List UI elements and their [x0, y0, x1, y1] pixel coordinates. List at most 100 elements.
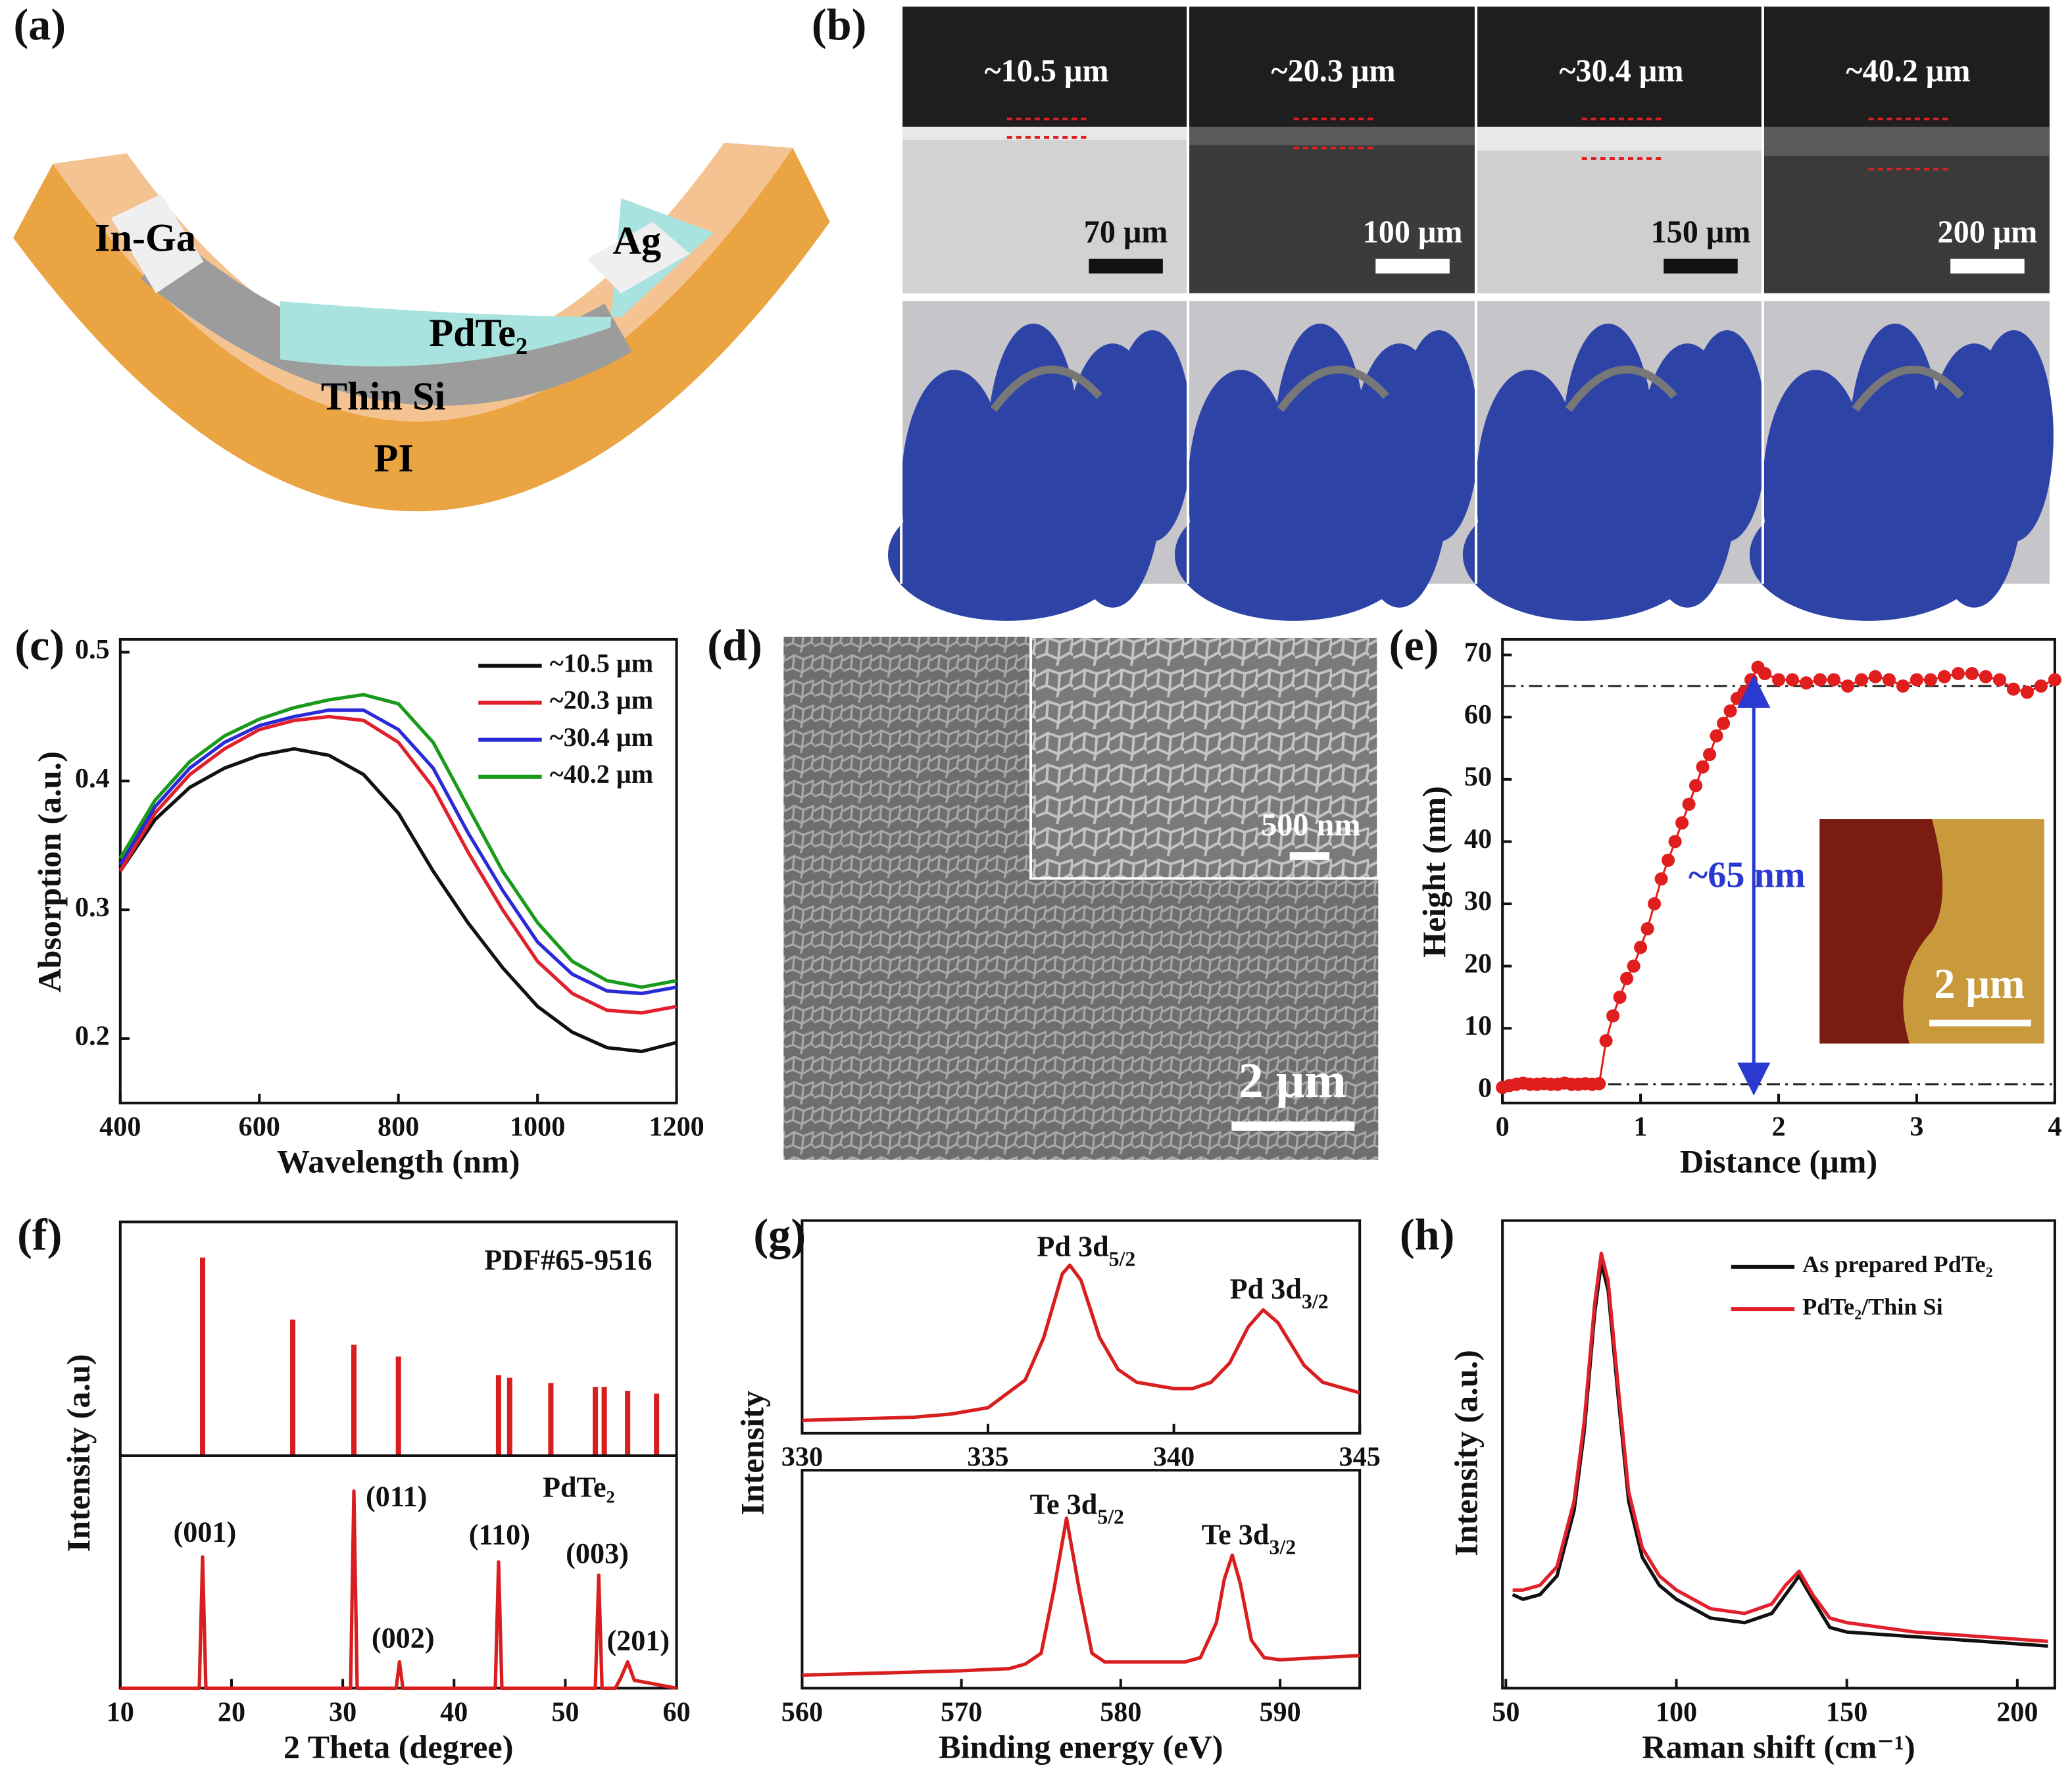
x-tick-label: 20: [218, 1696, 245, 1727]
y-tick-label: 0.2: [75, 1021, 110, 1052]
data-point: [1923, 673, 1937, 687]
y-axis-label: Intensity (a.u): [60, 1354, 97, 1552]
y-tick-label: 70: [1464, 637, 1492, 668]
data-point: [1592, 1077, 1606, 1091]
schematic: In-Ga Ag PdTe₂ Thin Si PI: [13, 142, 830, 512]
flexible-sample: [1852, 365, 1964, 412]
sem-film: [1762, 126, 2050, 156]
afm-scale-label: 2 μm: [1934, 960, 2025, 1007]
data-point: [1689, 779, 1703, 793]
x-axis-label: Distance (μm): [1680, 1143, 1877, 1180]
pdte2-layer: [280, 198, 714, 367]
panel-label: (f): [17, 1209, 62, 1259]
data-point: [1827, 673, 1841, 687]
sem-background: [901, 7, 1189, 132]
data-point: [2006, 682, 2020, 696]
annotation-base: Te 3d: [1030, 1488, 1098, 1520]
y-tick-label: 30: [1464, 886, 1492, 917]
data-point: [1951, 666, 1965, 681]
annotation-base: Pd 3d: [1230, 1273, 1302, 1305]
flexible-sample: [1565, 365, 1677, 412]
annotation: Pd 3d3/2: [1230, 1273, 1329, 1313]
data-point: [1634, 941, 1648, 954]
panel-label: (a): [13, 0, 66, 49]
annotation: Pd 3d5/2: [1037, 1231, 1135, 1271]
ag-contact: [586, 222, 690, 293]
y-tick-label: 60: [1464, 699, 1492, 730]
y-tick-label: 0.3: [75, 892, 110, 923]
legend-label: PdTe₂/Thin Si: [1802, 1293, 1942, 1320]
data-line: [118, 693, 678, 989]
sem-film: [1475, 126, 1763, 151]
x-tick-label: 1: [1634, 1112, 1648, 1143]
plot-frame: [801, 1469, 1362, 1690]
x-tick-label: 345: [1339, 1442, 1381, 1473]
data-point: [1813, 673, 1827, 687]
x-axis-label: Raman shift (cm⁻¹): [1642, 1728, 1915, 1765]
inset-scale-label: 500 nm: [1261, 808, 1360, 843]
label-pdte2: PdTe₂: [429, 311, 528, 355]
data-point: [1758, 666, 1772, 681]
y-axis-label: Absorption (a.u.): [31, 751, 68, 993]
y-tick-label: 0: [1478, 1073, 1492, 1104]
scale-bar-label: 200 μm: [1938, 215, 2038, 250]
scale-bar-label: 150 μm: [1651, 215, 1751, 250]
annotation: Te 3d3/2: [1202, 1519, 1296, 1559]
label-in-ga: In-Ga: [95, 216, 196, 260]
scale-bar-label: 100 μm: [1363, 215, 1463, 250]
data-point: [1627, 959, 1640, 973]
annotation: (110): [469, 1519, 530, 1551]
y-tick-label: 10: [1464, 1010, 1492, 1041]
data-point: [1662, 853, 1675, 867]
y-tick-label: 40: [1464, 824, 1492, 854]
legend-label: ~30.4 μm: [550, 722, 653, 752]
annotation-base: Pd 3d: [1037, 1231, 1109, 1263]
sem-surface: 500 nm 2 μm: [783, 635, 1380, 1160]
glove: [888, 489, 1126, 621]
x-tick-label: 590: [1259, 1696, 1300, 1727]
label-thin-si: Thin Si: [321, 374, 445, 418]
data-point: [1840, 679, 1855, 693]
annotation: (002): [372, 1621, 435, 1654]
annotation: ~65 nm: [1689, 854, 1806, 895]
panel-label: (b): [812, 0, 866, 49]
data-point: [1696, 760, 1710, 774]
y-tick-label: 0.4: [75, 763, 110, 794]
legend-label: As prepared PdTe₂: [1802, 1251, 1992, 1277]
data-point: [1668, 835, 1682, 849]
x-tick-label: 600: [239, 1112, 280, 1143]
sem-film: [1188, 126, 1475, 145]
sem-cross-sections: ~10.5 μm 70 μm ~20.3 μm 100 μm ~30.4 μm 150 μ…: [888, 7, 2054, 621]
x-tick-label: 1200: [649, 1112, 704, 1143]
scale-bar: [1375, 259, 1450, 274]
x-tick-label: 60: [662, 1696, 690, 1727]
data-point: [1613, 990, 1627, 1004]
data-point: [1717, 716, 1731, 730]
annotation-sub: 5/2: [1109, 1248, 1136, 1271]
flexible-sample: [1277, 365, 1389, 412]
x-tick-label: 335: [967, 1442, 1008, 1473]
data-point: [1682, 797, 1696, 811]
glove: [1749, 489, 1988, 621]
x-axis-label: Wavelength (nm): [277, 1143, 520, 1180]
data-line: [1512, 1261, 2048, 1648]
afm-scale-bar: [1929, 1020, 2031, 1027]
annotation-base: Te 3d: [1202, 1519, 1270, 1551]
data-point: [1640, 922, 1654, 935]
data-point: [2020, 685, 2034, 699]
thickness-label: ~20.3 μm: [1271, 54, 1396, 89]
scale-bar: [1950, 259, 2025, 274]
data-point: [1868, 670, 1883, 683]
thin-si: [141, 236, 633, 406]
data-line: [802, 1516, 1360, 1677]
data-point: [1979, 670, 1992, 683]
x-tick-label: 340: [1153, 1442, 1195, 1473]
x-tick-label: 2: [1771, 1112, 1785, 1143]
scale-bar: [1231, 1121, 1355, 1131]
thickness-label: ~30.4 μm: [1559, 54, 1683, 89]
data-point: [1992, 673, 2006, 687]
x-tick-label: 560: [781, 1696, 823, 1727]
y-tick-label: 20: [1464, 948, 1492, 979]
panel-label: (e): [1389, 620, 1439, 670]
